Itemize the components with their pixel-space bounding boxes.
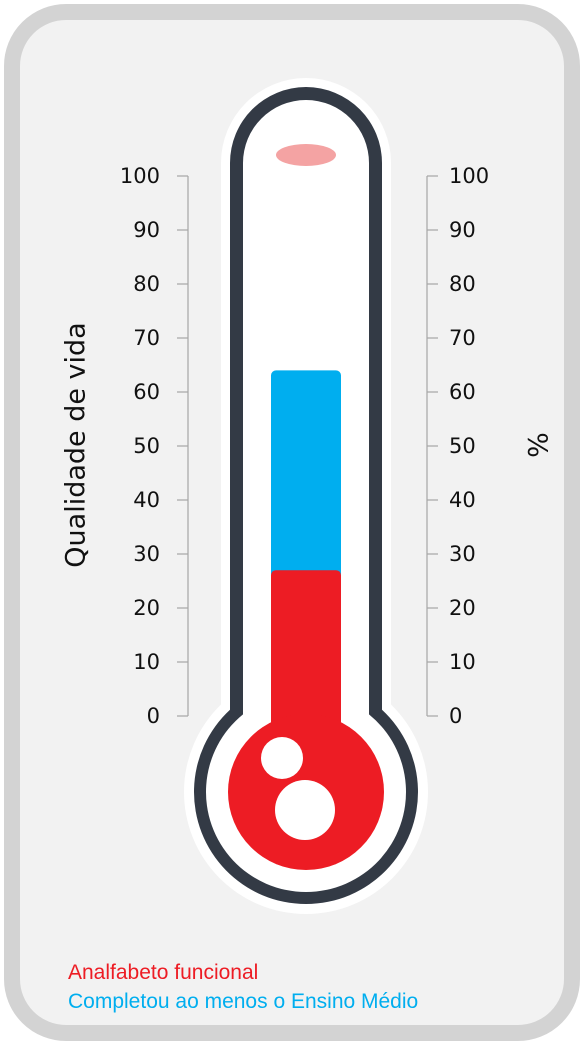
left-tick-label-80: 80 bbox=[133, 272, 160, 296]
left-tick-label-30: 30 bbox=[133, 542, 160, 566]
right-tick-label-90: 90 bbox=[449, 218, 476, 242]
right-tick-label-30: 30 bbox=[449, 542, 476, 566]
right-tick-label-20: 20 bbox=[449, 596, 476, 620]
left-tick-label-100: 100 bbox=[120, 164, 160, 188]
left-axis-title: Qualidade de vida bbox=[61, 322, 92, 567]
left-axis: 0 10 20 30 40 50 60 70 80 90 100 bbox=[120, 164, 189, 728]
bulb-shine-small bbox=[261, 737, 303, 779]
tube-top-highlight bbox=[276, 144, 336, 166]
left-tick-label-60: 60 bbox=[133, 380, 160, 404]
left-tick-label-0: 0 bbox=[147, 704, 160, 728]
left-tick-label-50: 50 bbox=[133, 434, 160, 458]
right-axis: 0 10 20 30 40 50 60 70 80 90 100 bbox=[426, 164, 489, 728]
left-tick-label-10: 10 bbox=[133, 650, 160, 674]
thermometer bbox=[184, 78, 429, 914]
right-tick-label-70: 70 bbox=[449, 326, 476, 350]
right-tick-label-40: 40 bbox=[449, 488, 476, 512]
legend: Analfabeto funcional Completou ao menos … bbox=[68, 958, 418, 1016]
right-tick-label-100: 100 bbox=[449, 164, 489, 188]
right-tick-label-80: 80 bbox=[449, 272, 476, 296]
right-tick-label-10: 10 bbox=[449, 650, 476, 674]
right-tick-label-50: 50 bbox=[449, 434, 476, 458]
left-tick-label-90: 90 bbox=[133, 218, 160, 242]
right-tick-label-0: 0 bbox=[449, 704, 462, 728]
legend-item-analfabeto: Analfabeto funcional bbox=[68, 961, 259, 984]
legend-item-ensino-medio: Completou ao menos o Ensino Médio bbox=[68, 990, 419, 1013]
right-tick-label-60: 60 bbox=[449, 380, 476, 404]
left-tick-label-70: 70 bbox=[133, 326, 160, 350]
right-axis-title: % bbox=[524, 432, 555, 458]
left-tick-label-40: 40 bbox=[133, 488, 160, 512]
left-tick-label-20: 20 bbox=[133, 596, 160, 620]
bulb-shine-large bbox=[275, 780, 335, 840]
